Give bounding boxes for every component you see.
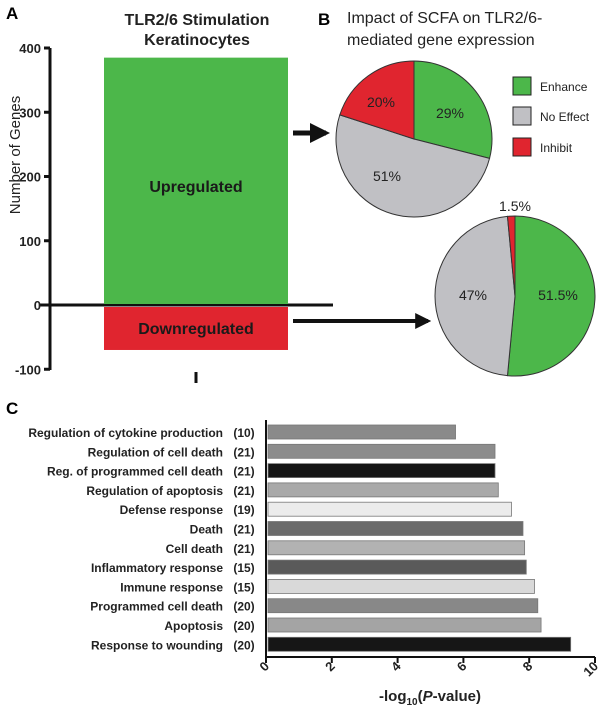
pie-slice-label: 29% <box>436 105 464 121</box>
go-term-label: Response to wounding <box>91 638 223 652</box>
panel-c-x-tick-label: 8 <box>520 659 536 675</box>
go-term-bar <box>267 463 496 479</box>
pie-downregulated: 51.5% 47% 1.5% <box>434 198 596 377</box>
downregulated-bar-label: Downregulated <box>138 321 254 338</box>
go-term-label: Defense response <box>120 503 224 517</box>
go-term-gene-count: (19) <box>233 503 254 517</box>
go-term-bar <box>267 598 539 614</box>
go-term-gene-count: (20) <box>233 638 254 652</box>
upregulated-bar-label: Upregulated <box>149 179 242 196</box>
go-term-label: Reg. of programmed cell death <box>47 465 223 479</box>
go-term-label: Apoptosis <box>164 619 223 633</box>
go-term-label: Regulation of cytokine production <box>28 426 223 440</box>
go-term-bar <box>267 636 572 652</box>
pie-slice-no-effect <box>335 114 491 218</box>
pie-slice-no-effect <box>434 215 516 377</box>
panel-c-x-tick-label: 2 <box>322 659 338 675</box>
pie-slice-label: 51% <box>373 168 401 184</box>
legend-swatch-inhibit <box>512 137 532 157</box>
pie-slice-enhance <box>413 60 493 160</box>
panel-a-title-line2: Keratinocytes <box>144 32 250 49</box>
go-term-gene-count: (21) <box>233 484 254 498</box>
panel-c-x-tick-label: 6 <box>454 659 470 675</box>
go-term-label: Regulation of apoptosis <box>86 484 223 498</box>
go-term-label: Inflammatory response <box>91 561 223 575</box>
go-term-label: Death <box>190 523 223 537</box>
pie-slice-label: 1.5% <box>499 198 531 214</box>
pie-upregulated: 29% 51% 20% <box>335 60 493 218</box>
go-term-label: Cell death <box>166 542 223 556</box>
go-term-gene-count: (15) <box>233 580 254 594</box>
panel-a-y-tick-label: 0 <box>34 298 41 313</box>
go-term-bar <box>267 617 542 633</box>
go-term-gene-count: (21) <box>233 542 254 556</box>
panel-a-bar-chart: A TLR2/6 Stimulation Keratinocytes Numbe… <box>6 4 333 383</box>
panel-c-x-tick-label: 0 <box>256 659 272 675</box>
pie-slice-label: 20% <box>367 94 395 110</box>
panel-b-title-line1: Impact of SCFA on TLR2/6- <box>347 10 542 27</box>
pie-slice-label: 51.5% <box>538 287 578 303</box>
upregulated-bar <box>104 57 288 305</box>
go-term-label: Regulation of cell death <box>88 445 223 459</box>
go-term-bar <box>267 521 524 536</box>
panel-c-x-tick-label: 10 <box>580 659 600 680</box>
legend-swatch-no-effect <box>512 106 532 126</box>
go-term-bar <box>267 579 535 594</box>
panel-label-c: C <box>6 399 18 418</box>
panel-c-go-terms-chart: C Regulation of cytokine production (10) R… <box>6 399 600 708</box>
panel-a-y-axis-label: Number of Genes <box>7 96 24 214</box>
legend-label-enhance: Enhance <box>540 80 588 94</box>
go-term-bar <box>267 540 526 556</box>
pie-slice-inhibit <box>339 60 415 140</box>
go-term-label: Immune response <box>120 580 223 594</box>
panel-label-a: A <box>6 4 18 23</box>
go-term-gene-count: (20) <box>233 619 254 633</box>
panel-c-x-tick-label: 4 <box>388 658 404 674</box>
panel-b-pie-charts: B Impact of SCFA on TLR2/6- mediated gen… <box>318 10 596 377</box>
panel-b-title-line2: mediated gene expression <box>347 32 535 49</box>
go-term-gene-count: (10) <box>233 426 254 440</box>
go-term-bar <box>267 501 512 517</box>
go-term-gene-count: (21) <box>233 445 254 459</box>
go-term-bar <box>267 482 499 498</box>
panel-a-y-tick-label: -100 <box>15 362 41 377</box>
pie-legend: Enhance No Effect Inhibit <box>512 76 590 157</box>
go-term-bar <box>267 559 527 575</box>
go-term-gene-count: (20) <box>233 600 254 614</box>
pie-slice-enhance <box>506 215 596 377</box>
panel-a-title-line1: TLR2/6 Stimulation <box>125 12 270 29</box>
pie-slice-inhibit <box>506 215 516 297</box>
legend-swatch-enhance <box>512 76 532 96</box>
go-term-label: Programmed cell death <box>90 600 223 614</box>
legend-label-no-effect: No Effect <box>540 110 590 124</box>
pie-slice-label: 47% <box>459 287 487 303</box>
go-term-gene-count: (15) <box>233 561 254 575</box>
panel-c-x-axis-label: -log10(P-value) <box>379 688 481 708</box>
go-term-bar <box>267 443 496 459</box>
panel-a-y-tick-label: 300 <box>19 105 41 120</box>
legend-label-inhibit: Inhibit <box>540 141 573 155</box>
go-term-gene-count: (21) <box>233 465 254 479</box>
panel-a-y-tick-label: 400 <box>19 41 41 56</box>
downregulated-bar <box>104 307 288 350</box>
go-term-gene-count: (21) <box>233 523 254 537</box>
panel-a-y-tick-label: 200 <box>19 170 41 185</box>
panel-a-y-tick-label: 100 <box>19 234 41 249</box>
panel-label-b: B <box>318 10 330 29</box>
go-term-bar <box>267 424 456 440</box>
